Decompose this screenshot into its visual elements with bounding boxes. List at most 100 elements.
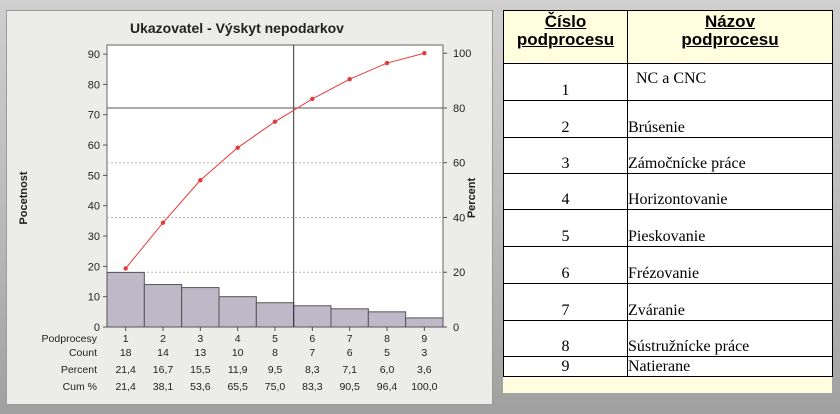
cumulative-point-5 (272, 119, 278, 124)
percent-label: 3,6 (417, 364, 432, 376)
category-label: 4 (235, 333, 241, 345)
percent-label: 7,1 (342, 364, 357, 376)
percent-label: 16,7 (153, 364, 174, 376)
count-label: 6 (347, 347, 353, 359)
process-name: Zámočnícke práce (627, 137, 833, 174)
process-number: 7 (503, 283, 628, 321)
category-label: 3 (197, 333, 203, 345)
process-row: 5 Pieskovanie (503, 209, 833, 247)
process-number: 5 (503, 209, 628, 247)
cumulative-point-8 (384, 60, 390, 66)
count-label: 13 (194, 347, 206, 359)
y-tick-label: 80 (88, 79, 100, 91)
y2-tick-label: 0 (453, 322, 459, 334)
cumulative-point-9 (422, 51, 427, 56)
y2-axis-label: Percent (466, 177, 478, 218)
process-name: Frézovanie (627, 246, 833, 284)
bar-4 (218, 296, 257, 328)
bar-1 (106, 271, 145, 328)
bar-2 (143, 284, 183, 328)
count-label: 18 (120, 347, 132, 359)
cumulative-point-3 (198, 178, 203, 183)
process-name: NC a CNC (627, 63, 833, 101)
cum-percent-label: 100,0 (411, 381, 437, 393)
process-name: Pieskovanie (627, 209, 833, 247)
process-name: Horizontovanie (627, 173, 833, 210)
cumulative-point-6 (310, 96, 315, 102)
process-row: 8 Sústružnícke práce (503, 320, 833, 357)
header-name-line1: Názov (704, 12, 756, 31)
bar-5 (255, 302, 295, 328)
y-tick-label: 90 (88, 49, 100, 61)
category-label: 9 (421, 333, 427, 345)
process-number: 6 (503, 246, 628, 284)
count-label: 5 (384, 347, 390, 359)
bar-9 (405, 317, 444, 328)
process-number: 9 (503, 356, 628, 377)
category-label: 7 (347, 333, 353, 345)
y-tick-label: 40 (88, 201, 100, 213)
percent-label: 15,5 (190, 364, 211, 376)
cumulative-point-2 (160, 220, 166, 225)
y-tick-label: 60 (88, 140, 100, 152)
cum-percent-label: 75,0 (265, 381, 286, 393)
y2-tick-label: 100 (453, 48, 471, 60)
y-tick-label: 10 (88, 292, 100, 304)
y-tick-label: 50 (88, 170, 100, 182)
process-number: 1 (503, 63, 628, 101)
process-table: Číslo podprocesu Názov podprocesu 1 NC a … (503, 10, 833, 377)
cum-percent-label: 38,1 (153, 381, 174, 393)
y-tick-label: 20 (88, 261, 100, 273)
pareto-chart-panel: Ukazovatel - Výskyt nepodarkov Pocetnost… (6, 10, 493, 405)
y2-tick-label: 40 (453, 212, 465, 224)
process-row: 2 Brúsenie (503, 100, 833, 138)
process-table-panel: Číslo podprocesu Názov podprocesu 1 NC a … (503, 10, 833, 393)
process-row: 1 NC a CNC (503, 63, 833, 101)
process-name: Natierane (627, 356, 833, 377)
cum-percent-label: 21,4 (115, 381, 136, 393)
pareto-chart: Ukazovatel - Výskyt nepodarkov Pocetnost… (18, 20, 478, 393)
process-number: 4 (503, 173, 628, 210)
header-number-line1: Číslo (544, 12, 587, 31)
y-axis-label: Pocetnost (18, 171, 30, 225)
cum-percent-label: 83,3 (302, 381, 323, 393)
process-name: Zváranie (627, 283, 833, 321)
cum-percent-label: 65,5 (227, 381, 248, 393)
table-row-header: Cum % (63, 381, 97, 393)
header-number-line2: podprocesu (516, 30, 615, 49)
cumulative-point-7 (347, 77, 352, 82)
category-label: 1 (123, 333, 129, 345)
process-row: 4 Horizontovanie (503, 173, 833, 210)
process-number: 2 (503, 100, 628, 138)
header-name-line2: podprocesu (681, 30, 779, 49)
bar-8 (367, 311, 407, 328)
table-row-header: Percent (61, 364, 97, 376)
percent-label: 6,0 (380, 364, 395, 376)
table-row-header: Podprocesy (42, 333, 98, 345)
category-label: 8 (384, 333, 390, 345)
percent-label: 9,5 (268, 364, 283, 376)
cum-percent-label: 96,4 (377, 381, 398, 393)
process-row: 9 Natierane (503, 356, 833, 377)
bar-7 (330, 308, 369, 328)
table-row-header: Count (69, 347, 97, 359)
y2-tick-label: 60 (453, 158, 465, 170)
y2-tick-label: 80 (453, 103, 465, 115)
plot-area (106, 44, 444, 328)
process-row: 7 Zváranie (503, 283, 833, 321)
percent-label: 11,9 (228, 364, 248, 376)
category-label: 6 (309, 333, 315, 345)
process-row: 6 Frézovanie (503, 246, 833, 284)
process-table-header: Číslo podprocesu Názov podprocesu (503, 10, 833, 64)
cum-percent-label: 90,5 (339, 381, 360, 393)
process-name: Brúsenie (627, 100, 833, 138)
bar-3 (181, 287, 220, 328)
cumulative-point-4 (235, 145, 240, 150)
y-tick-label: 70 (88, 110, 100, 122)
count-label: 7 (309, 347, 315, 359)
chart-title: Ukazovatel - Výskyt nepodarkov (130, 20, 344, 36)
count-label: 14 (157, 347, 169, 359)
category-label: 2 (160, 333, 166, 345)
percent-label: 8,3 (305, 364, 320, 376)
